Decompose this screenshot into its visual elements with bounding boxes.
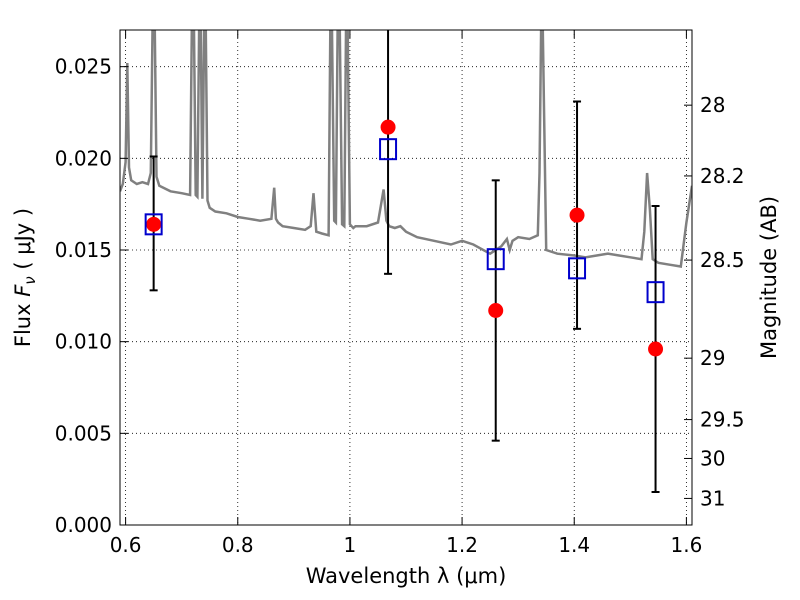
y-tick-label: 0.000 xyxy=(55,513,112,537)
y-tick-label: 0.005 xyxy=(55,421,112,445)
model-point xyxy=(379,138,398,161)
right-tick-label: 29 xyxy=(700,346,725,370)
model-point xyxy=(144,213,163,236)
right-tick-label: 30 xyxy=(700,446,725,470)
right-tick-label: 28.5 xyxy=(700,248,745,272)
observed-point xyxy=(380,119,396,135)
observed-point xyxy=(146,216,162,232)
y-axis-label: Flux Fν ( μJy ) xyxy=(11,208,39,347)
right-tick-label: 29.5 xyxy=(700,408,745,432)
x-axis-ticks: 0.6 0.8 1 1.2 1.4 1.6 xyxy=(110,30,702,557)
observed-point xyxy=(488,303,504,318)
model-point xyxy=(646,281,665,304)
x-tick-label: 1.4 xyxy=(558,533,590,557)
model-point xyxy=(486,248,505,271)
x-tick-label: 0.8 xyxy=(222,533,254,557)
observed-point xyxy=(569,207,585,223)
right-tick-label: 28 xyxy=(700,93,725,117)
right-tick-label: 28.2 xyxy=(700,164,745,188)
y-tick-label: 0.015 xyxy=(55,238,112,262)
plot-frame xyxy=(119,29,693,526)
right-tick-label: 31 xyxy=(700,486,725,510)
model-points xyxy=(144,138,665,304)
model-point xyxy=(568,257,587,280)
x-tick-label: 0.6 xyxy=(110,533,142,557)
y-tick-label: 0.010 xyxy=(55,330,112,354)
error-bars xyxy=(149,30,660,493)
x-tick-label: 1.6 xyxy=(670,533,702,557)
observed-point xyxy=(648,341,664,357)
x-tick-label: 1.2 xyxy=(446,533,478,557)
plot-area xyxy=(120,30,692,493)
right-axis-label: Magnitude (AB) xyxy=(757,196,781,359)
y-tick-label: 0.020 xyxy=(55,146,112,170)
y-tick-label: 0.025 xyxy=(55,55,112,79)
x-axis-label: Wavelength λ (μm) xyxy=(306,564,507,588)
y-axis-ticks: 0.000 0.005 0.010 0.015 0.020 0.025 xyxy=(55,55,128,537)
x-tick-label: 1 xyxy=(344,533,357,557)
observed-points xyxy=(146,119,664,357)
right-axis-ticks: 28 28.2 28.5 29 29.5 30 31 xyxy=(684,93,745,510)
spectrum-line xyxy=(120,30,692,268)
